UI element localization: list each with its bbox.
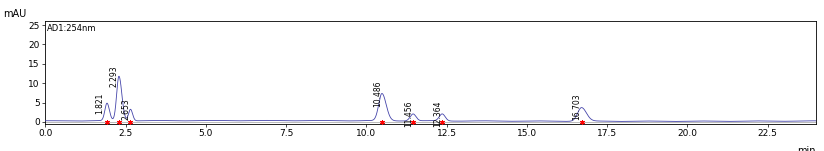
Text: 10.486: 10.486 (373, 80, 382, 107)
Text: AD1:254nm: AD1:254nm (47, 24, 96, 33)
Text: 11.456: 11.456 (404, 101, 413, 127)
Text: 16.703: 16.703 (573, 94, 582, 120)
Text: 1.821: 1.821 (95, 93, 104, 114)
Text: 2.653: 2.653 (121, 98, 130, 120)
Text: 12.364: 12.364 (433, 101, 442, 127)
Text: min: min (798, 146, 816, 151)
Text: mAU: mAU (3, 9, 26, 19)
Text: 2.293: 2.293 (110, 65, 119, 87)
